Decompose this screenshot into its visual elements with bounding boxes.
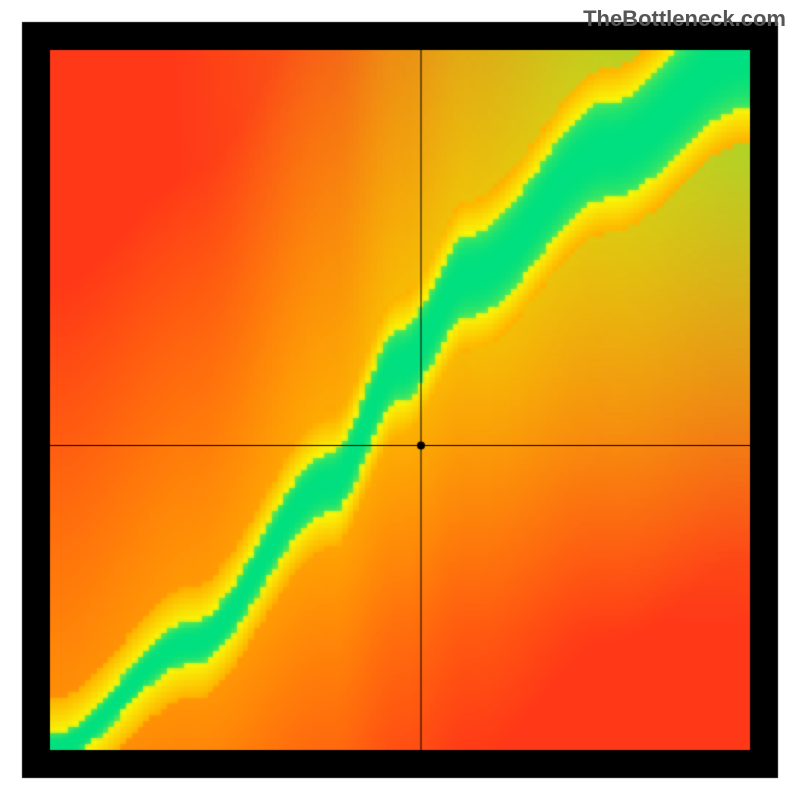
heatmap-canvas xyxy=(0,0,800,800)
chart-container: TheBottleneck.com xyxy=(0,0,800,800)
